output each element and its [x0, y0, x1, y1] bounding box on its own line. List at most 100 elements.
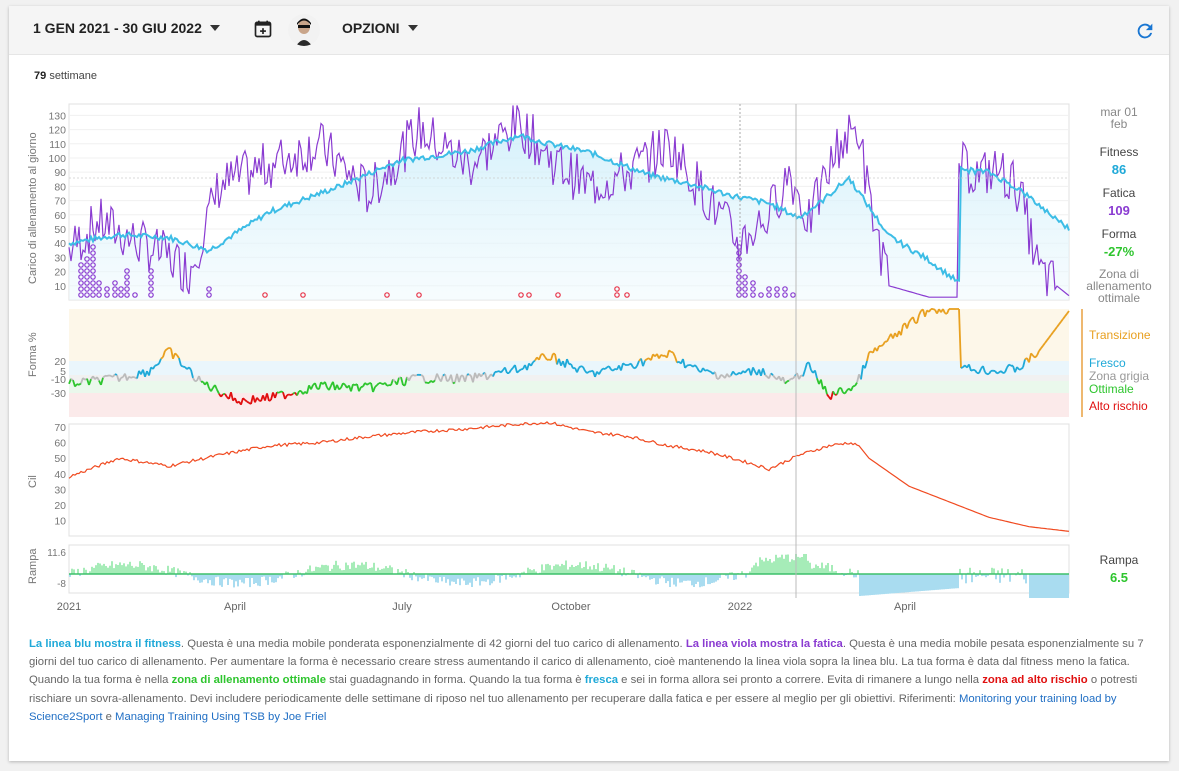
workout-dot[interactable]	[782, 286, 788, 292]
workout-dot[interactable]	[774, 286, 780, 292]
workout-dot[interactable]	[90, 250, 96, 256]
workout-dot[interactable]	[742, 292, 748, 298]
workout-dot[interactable]	[416, 292, 422, 298]
workout-dot[interactable]	[78, 274, 84, 280]
avatar[interactable]	[288, 14, 320, 46]
workout-dot[interactable]	[736, 280, 742, 286]
workout-dot[interactable]	[124, 286, 130, 292]
workout-dot[interactable]	[736, 286, 742, 292]
workout-dot[interactable]	[614, 292, 620, 298]
workout-dot[interactable]	[384, 292, 390, 298]
workout-dot[interactable]	[84, 292, 90, 298]
ramp-bar	[779, 557, 781, 574]
workout-dot[interactable]	[124, 292, 130, 298]
form-segment	[918, 310, 922, 316]
workout-dot[interactable]	[96, 286, 102, 292]
workout-dot[interactable]	[104, 286, 110, 292]
workout-dot[interactable]	[78, 292, 84, 298]
workout-dot[interactable]	[300, 292, 306, 298]
workout-dot[interactable]	[148, 274, 154, 280]
workout-dot[interactable]	[96, 292, 102, 298]
workout-dot[interactable]	[124, 274, 130, 280]
workout-dot[interactable]	[736, 274, 742, 280]
workout-dot[interactable]	[736, 268, 742, 274]
workout-dot[interactable]	[518, 292, 524, 298]
workout-dot[interactable]	[742, 286, 748, 292]
workout-dot[interactable]	[78, 286, 84, 292]
workout-dot[interactable]	[614, 286, 620, 292]
workout-dot[interactable]	[782, 292, 788, 298]
ramp-bar	[771, 562, 773, 574]
workout-dot[interactable]	[90, 292, 96, 298]
ramp-bar	[1063, 574, 1065, 598]
form-segment	[440, 375, 444, 382]
workout-dot[interactable]	[84, 262, 90, 268]
workout-dot[interactable]	[206, 286, 212, 292]
workout-dot[interactable]	[758, 292, 764, 298]
workout-dot[interactable]	[206, 292, 212, 298]
charts-area[interactable]: 10 20 30 40 50 60 70 80 90 100 110 120 130 Carico di…	[9, 6, 1169, 626]
workout-dot[interactable]	[104, 292, 110, 298]
workout-dot[interactable]	[624, 292, 630, 298]
workout-dot[interactable]	[90, 268, 96, 274]
ramp-bar	[573, 567, 575, 574]
form-segment	[292, 391, 296, 395]
workout-dot[interactable]	[96, 280, 102, 286]
workout-dot[interactable]	[742, 280, 748, 286]
workout-dot[interactable]	[90, 256, 96, 262]
workout-dot[interactable]	[148, 292, 154, 298]
date-range-button[interactable]: 1 GEN 2021 - 30 GIU 2022	[33, 20, 220, 36]
workout-dot[interactable]	[84, 268, 90, 274]
workout-dot[interactable]	[118, 286, 124, 292]
workout-dot[interactable]	[112, 292, 118, 298]
workout-dot[interactable]	[90, 262, 96, 268]
workout-dot[interactable]	[148, 280, 154, 286]
form-segment	[706, 369, 710, 372]
workout-dot[interactable]	[78, 268, 84, 274]
form-segment	[1052, 329, 1056, 333]
workout-dot[interactable]	[118, 292, 124, 298]
workout-dot[interactable]	[736, 244, 742, 250]
workout-dot[interactable]	[774, 292, 780, 298]
calendar-plus-icon[interactable]	[253, 19, 273, 39]
workout-dot[interactable]	[742, 274, 748, 280]
workout-dot[interactable]	[766, 292, 772, 298]
ramp-bar	[305, 571, 307, 574]
workout-dot[interactable]	[90, 286, 96, 292]
workout-dot[interactable]	[112, 280, 118, 286]
workout-dot[interactable]	[112, 286, 118, 292]
workout-dot[interactable]	[736, 292, 742, 298]
workout-dot[interactable]	[124, 268, 130, 274]
workout-dot[interactable]	[132, 292, 138, 298]
options-button[interactable]: OPZIONI	[342, 20, 418, 36]
workout-dot[interactable]	[78, 262, 84, 268]
workout-dot[interactable]	[90, 244, 96, 250]
workout-dot[interactable]	[90, 280, 96, 286]
ramp-bar	[405, 569, 407, 574]
workout-dot[interactable]	[750, 286, 756, 292]
ramp-bar	[71, 568, 73, 574]
workout-dot[interactable]	[555, 292, 561, 298]
workout-dot[interactable]	[84, 280, 90, 286]
workout-dot[interactable]	[736, 262, 742, 268]
workout-dot[interactable]	[750, 292, 756, 298]
workout-dot[interactable]	[736, 256, 742, 262]
workout-dot[interactable]	[526, 292, 532, 298]
workout-dot[interactable]	[124, 280, 130, 286]
ramp-bar	[579, 562, 581, 574]
workout-dot[interactable]	[262, 292, 268, 298]
ramp-bar	[741, 571, 743, 574]
workout-dot[interactable]	[90, 274, 96, 280]
workout-dot[interactable]	[78, 280, 84, 286]
workout-dot[interactable]	[750, 280, 756, 286]
workout-dot[interactable]	[790, 292, 796, 298]
workout-dot[interactable]	[148, 268, 154, 274]
joe-friel-link[interactable]: Managing Training Using TSB by Joe Friel	[115, 710, 327, 723]
science2sport-link[interactable]: Monitoring your training load by Science…	[29, 692, 1117, 723]
workout-dot[interactable]	[84, 274, 90, 280]
workout-dot[interactable]	[84, 286, 90, 292]
workout-dot[interactable]	[766, 286, 772, 292]
workout-dot[interactable]	[736, 250, 742, 256]
workout-dot[interactable]	[84, 256, 90, 262]
workout-dot[interactable]	[148, 286, 154, 292]
